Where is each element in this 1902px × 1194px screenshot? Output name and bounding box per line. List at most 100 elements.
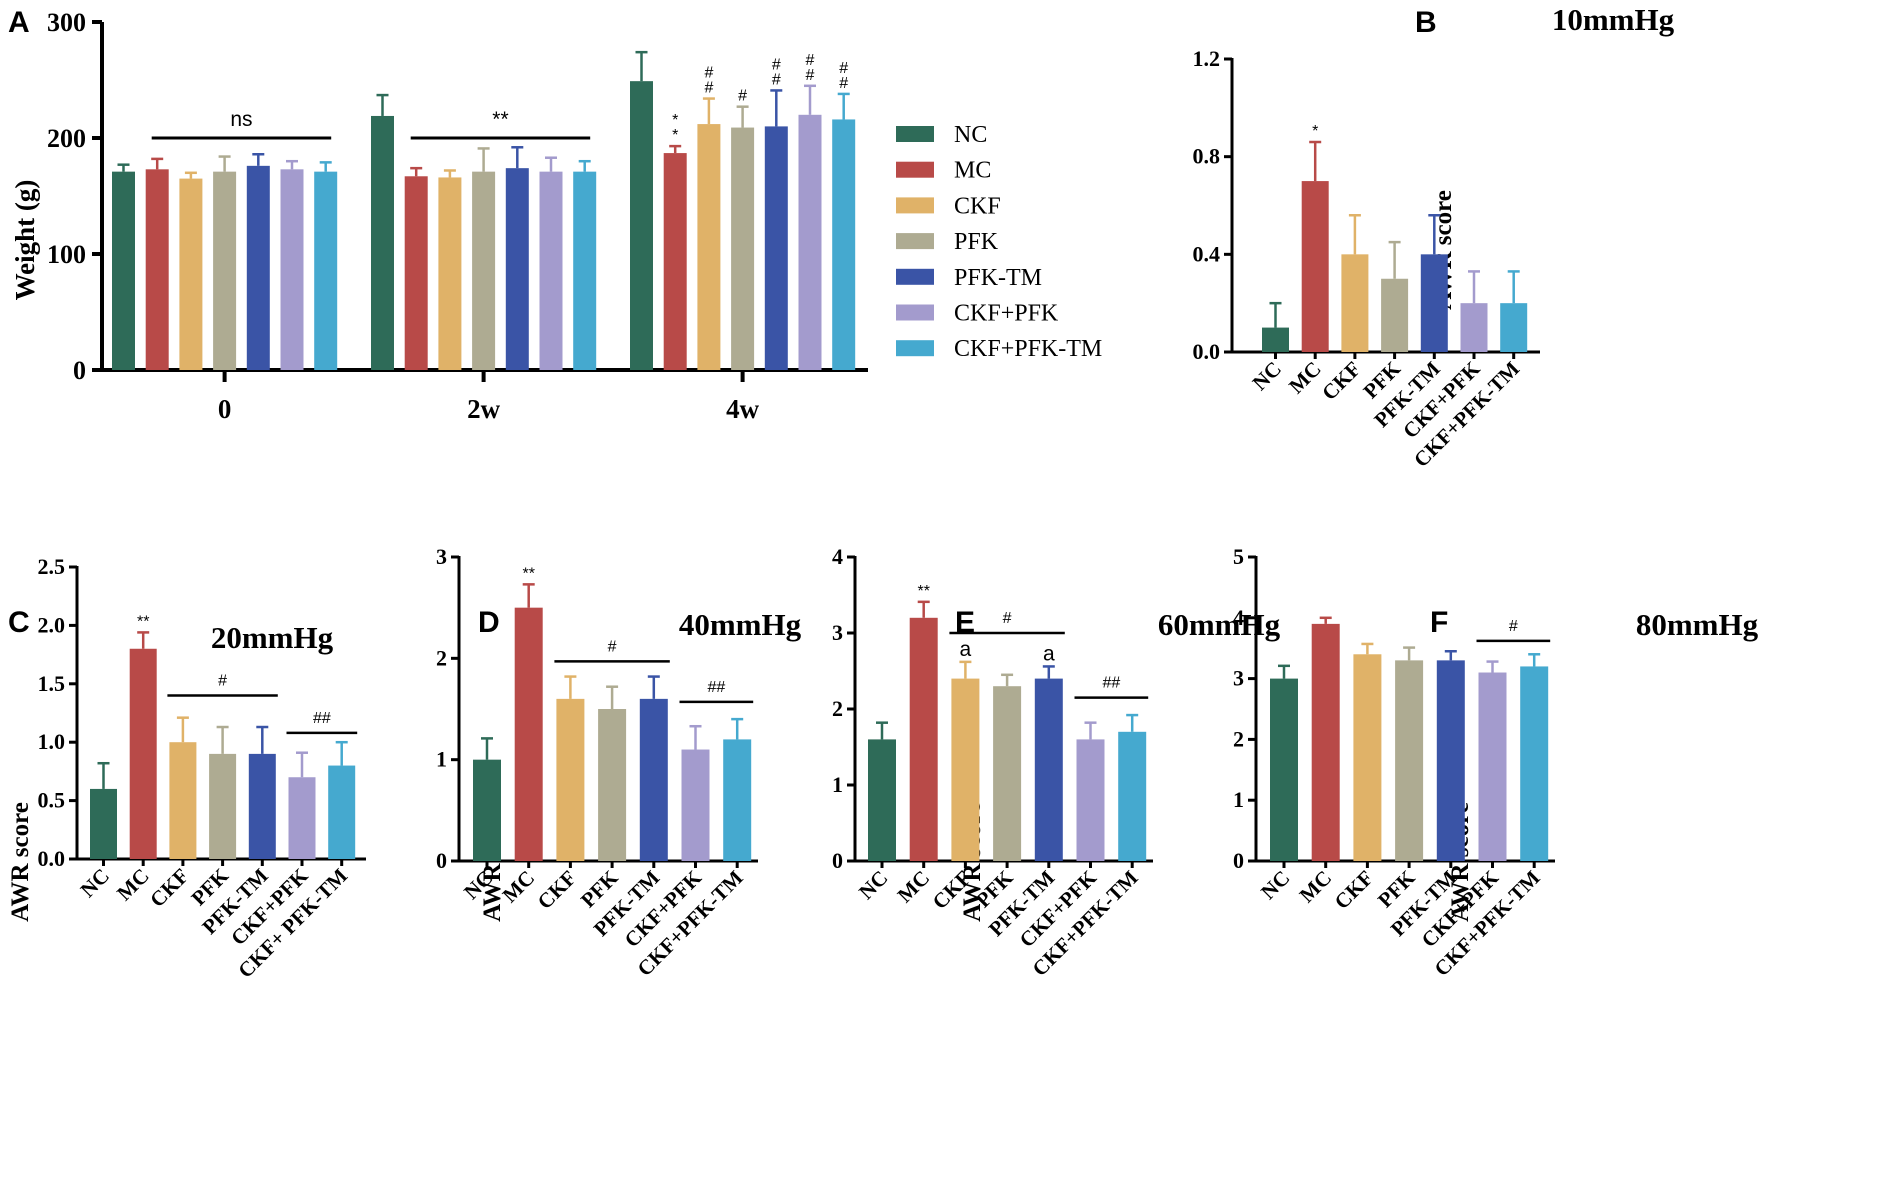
panel-f-y-tick-label: 3 [1233, 666, 1244, 691]
panel-a-bar [246, 165, 270, 370]
panel-e-bar-annotation: a [960, 638, 972, 661]
panel-c-y-tick-label: 0.0 [38, 846, 66, 871]
panel-f-category-label: NC [1256, 866, 1294, 904]
panel-a-bar [179, 178, 203, 370]
panel-f-bar [1436, 660, 1465, 861]
panel-f-bar [1520, 666, 1549, 861]
panel-a-bar-annotation: # [738, 88, 747, 105]
panel-letter-f: F [1430, 606, 1448, 639]
panel-a-bar [731, 127, 755, 370]
legend-label: CKF+PFK-TM [954, 336, 1102, 362]
panel-a-bar [371, 115, 394, 371]
panel-b-bar-annotation: * [1312, 123, 1318, 140]
panel-b-bar [1500, 303, 1528, 352]
panel-c-category-label: CKF [145, 864, 193, 912]
panel-a-bar [145, 169, 169, 370]
panel-a-bar [112, 171, 135, 370]
panel-b-y-tick-label: 0.8 [1193, 144, 1221, 169]
panel-e-significance-label: # [1003, 610, 1012, 627]
panel-d-bar-annotation: ** [522, 565, 534, 582]
legend-label: CKF+PFK [954, 301, 1059, 327]
legend-swatch [896, 233, 934, 250]
panel-letter-b: B [1415, 6, 1437, 39]
panel-e-bar [951, 678, 980, 861]
legend-label: NC [954, 122, 987, 148]
panel-e-y-tick-label: 3 [832, 620, 843, 645]
panel-a-bar-annotation-lower: * [672, 127, 678, 144]
panel-a-bar-annotation-lower: # [704, 80, 713, 97]
panel-a-bar [764, 126, 788, 371]
panel-a-bar [280, 169, 304, 370]
legend-label: MC [954, 158, 991, 184]
panel-a-group-label: 0 [218, 394, 232, 424]
panel-f-bar [1478, 672, 1507, 861]
panel-d-bar [514, 607, 543, 861]
panel-d-category-label: CKF [533, 866, 581, 914]
legend-label: CKF [954, 193, 1001, 219]
panel-c-y-tick-label: 2.0 [38, 612, 66, 637]
panel-c-category-label: NC [76, 864, 114, 902]
panel-a-bar [505, 168, 529, 370]
legend-label: PFK [954, 229, 999, 255]
panel-c-bar [169, 742, 197, 859]
panel-e-y-tick-label: 0 [832, 848, 843, 873]
panel-b-10mmhg-chart: B 10mmHg AWR score 0.00.40.81.2NCMCCKFPF… [1193, 2, 1675, 472]
panel-a-significance-label: ** [492, 108, 508, 131]
panel-f-y-tick-label: 5 [1233, 544, 1244, 569]
panel-c-y-tick-label: 1.0 [38, 729, 66, 754]
panel-e-bar [909, 617, 938, 861]
panel-c-bar [328, 765, 356, 859]
panel-f-bar [1270, 678, 1298, 861]
panel-e-significance-label: ## [1102, 675, 1120, 692]
legend-swatch [896, 126, 934, 142]
panel-c-bar [288, 777, 316, 859]
panel-c-significance-label: ## [313, 710, 331, 727]
panel-c-y-tick-label: 2.5 [38, 554, 66, 579]
panel-a-y-tick-label: 100 [47, 240, 86, 269]
panel-c-y-tick-label: 1.5 [38, 671, 66, 696]
legend-swatch [896, 268, 934, 285]
panel-c-bar-annotation: ** [137, 613, 149, 630]
panel-letter-e: E [955, 606, 975, 639]
panel-c-bar [248, 753, 276, 859]
legend-label: PFK-TM [954, 265, 1042, 291]
panel-d-y-tick-label: 3 [436, 544, 447, 569]
panel-a-bar [314, 171, 338, 370]
panel-c-y-axis-label: AWR score [7, 802, 34, 922]
panel-f-bar [1311, 623, 1340, 861]
panel-e-y-tick-label: 2 [832, 696, 843, 721]
panel-c-bar [90, 788, 117, 859]
panel-d-bar [723, 739, 752, 861]
panel-d-bar [556, 698, 585, 861]
panel-b-category-label: NC [1248, 357, 1286, 395]
panel-e-bar [868, 739, 896, 861]
panel-e-title: 60mmHg [1158, 607, 1281, 642]
panel-e-bar [1034, 678, 1063, 861]
panel-a-group-label: 2w [467, 394, 501, 424]
panel-d-significance-label: # [608, 638, 617, 655]
panel-d-y-tick-label: 2 [436, 645, 447, 670]
panel-b-y-tick-label: 1.2 [1193, 46, 1221, 71]
panel-d-bar [473, 759, 501, 861]
panel-f-y-tick-label: 4 [1233, 605, 1244, 630]
panel-b-bar [1341, 254, 1369, 352]
legend-swatch [896, 197, 934, 214]
panel-f-y-tick-label: 0 [1233, 848, 1244, 873]
panel-c-bar [209, 753, 237, 859]
panel-a-bar [630, 81, 653, 370]
panel-a-bar [539, 171, 563, 370]
panel-a-bar [472, 171, 496, 370]
panel-d-bar [598, 709, 627, 861]
panel-e-category-label: MC [893, 866, 935, 908]
panel-a-bar [404, 176, 428, 370]
legend: NC MC CKF PFK PFK-TM CKF+PFK CKF+PFK-TM [896, 122, 1102, 362]
panel-c-20mmhg-chart: C 20mmHg AWR score 0.0 0.5 1.0 1.5 2.0 2.5 NCM… [7, 554, 366, 983]
panel-a-bar-annotation-upper: # [772, 56, 781, 73]
panel-a-bar [663, 153, 687, 370]
panel-c-y-tick-label: 0.5 [38, 788, 66, 813]
panel-a-bar-annotation-upper: # [806, 52, 815, 69]
